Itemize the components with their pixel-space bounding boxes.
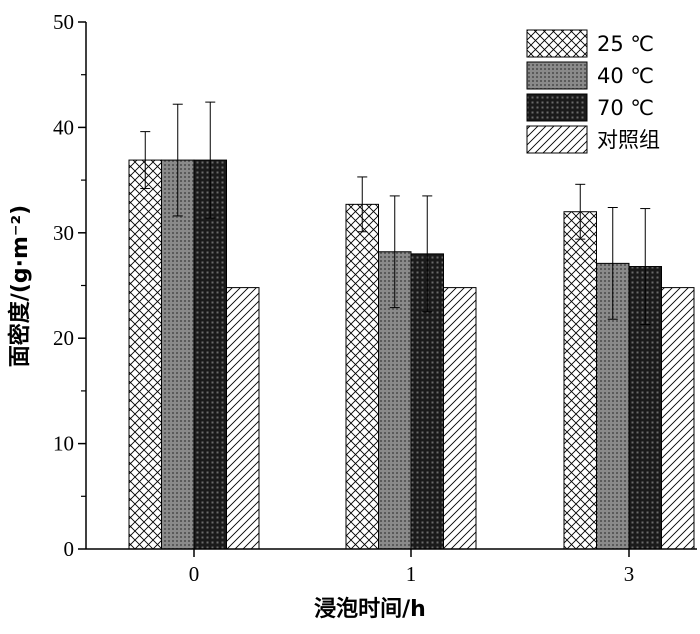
bar [563,211,597,550]
legend-swatch [526,29,588,58]
y-tick-label: 10 [53,432,74,456]
y-axis-title: 面密度/(g·m⁻²) [7,205,33,367]
x-tick-label: 3 [624,562,635,586]
y-tick-label: 50 [53,10,74,34]
x-axis-title: 浸泡时间/h [314,596,426,622]
y-tick-label: 40 [53,115,74,139]
x-tick-label: 1 [406,562,417,586]
legend-label: 70 ℃ [597,96,654,120]
x-tick-label: 0 [189,562,200,586]
legend-swatch [526,93,588,122]
bar [443,287,477,550]
legend-label: 40 ℃ [597,64,654,88]
legend-label: 25 ℃ [597,32,654,56]
y-tick-label: 30 [53,221,74,245]
bar [345,203,379,550]
bar [226,287,260,550]
bar [128,159,162,550]
legend-label: 对照组 [597,128,660,152]
legend: 25 ℃ 40 ℃ 70 ℃ 对照组 [526,29,660,154]
bar [161,159,195,550]
legend-swatch [526,61,588,90]
y-ticks: 0 10 20 30 40 50 [53,10,86,561]
y-tick-label: 20 [53,326,74,350]
legend-swatch [526,125,588,154]
x-ticks: 0 1 3 [189,549,635,586]
y-tick-label: 0 [64,537,75,561]
bar [661,287,695,550]
plot-area [128,101,695,550]
